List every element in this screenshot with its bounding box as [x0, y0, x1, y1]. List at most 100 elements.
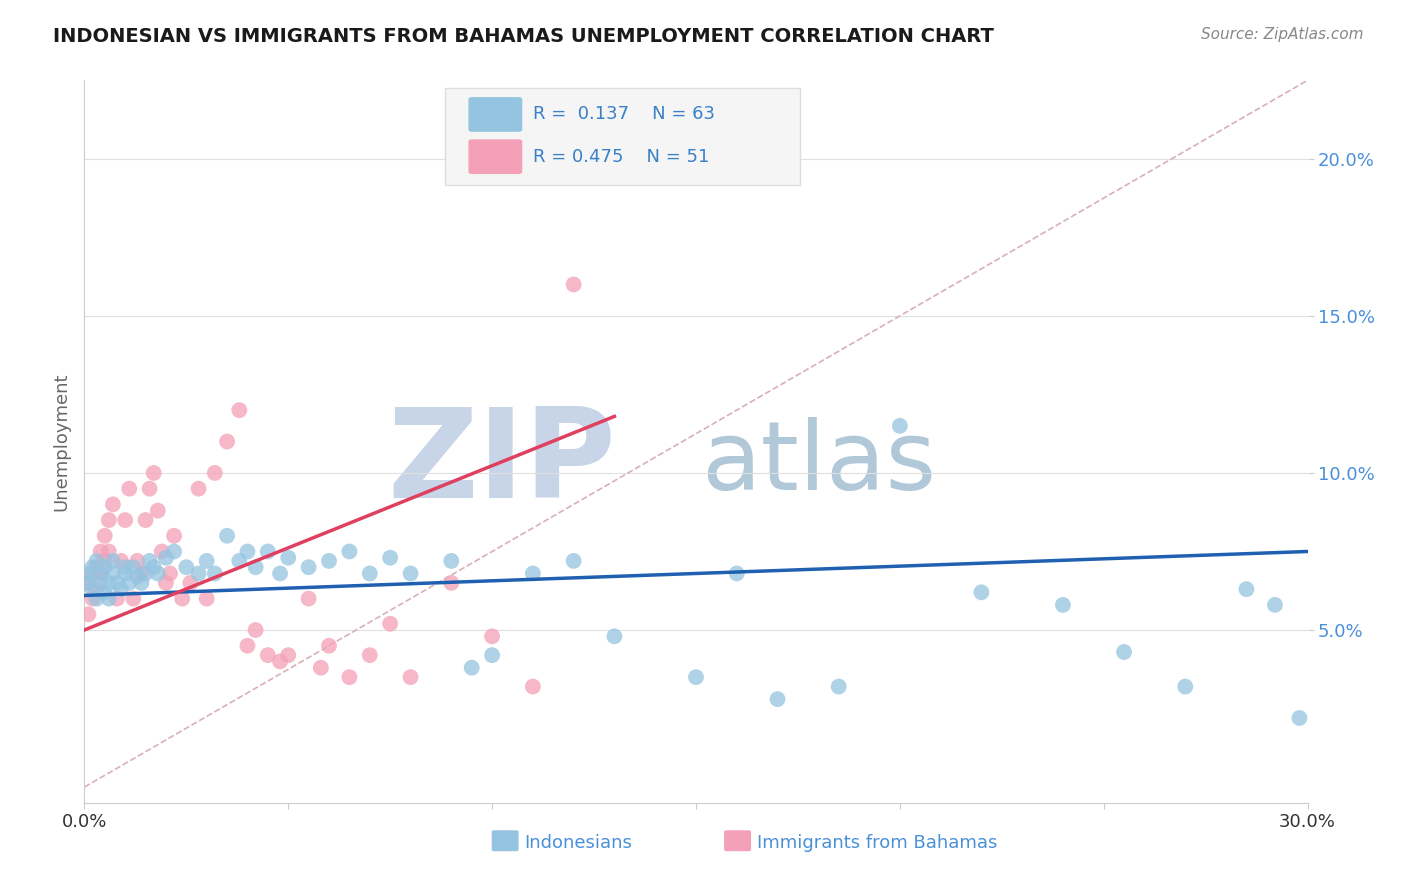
Point [562, 554, 585, 568]
Point [131, 566, 153, 581]
Point [114, 513, 136, 527]
Point [135, 513, 157, 527]
Text: Immigrants from Bahamas: Immigrants from Bahamas [758, 833, 997, 852]
Point [77, 566, 100, 581]
Point [204, 566, 226, 581]
Point [142, 560, 165, 574]
Point [122, 560, 145, 574]
Point [138, 482, 160, 496]
Point [339, 544, 361, 558]
Point [131, 575, 153, 590]
Point [86, 582, 108, 597]
Text: Source: ZipAtlas.com: Source: ZipAtlas.com [1201, 27, 1364, 42]
Point [77, 575, 100, 590]
Point [163, 529, 186, 543]
Point [236, 639, 259, 653]
Point [380, 550, 402, 565]
Point [97, 591, 120, 606]
Point [359, 566, 381, 581]
Point [970, 585, 993, 599]
Point [204, 466, 226, 480]
Point [257, 544, 280, 558]
Point [725, 566, 748, 581]
Point [77, 575, 100, 590]
Point [889, 418, 911, 433]
Point [685, 670, 707, 684]
Point [522, 680, 544, 694]
Point [82, 566, 104, 581]
Point [187, 482, 209, 496]
Point [298, 560, 321, 574]
Text: R =  0.137    N = 63: R = 0.137 N = 63 [533, 105, 716, 123]
Point [461, 661, 484, 675]
Point [172, 591, 194, 606]
Point [269, 655, 291, 669]
Point [90, 575, 112, 590]
Y-axis label: Unemployment: Unemployment [52, 372, 70, 511]
Point [217, 529, 239, 543]
Point [82, 560, 104, 574]
FancyBboxPatch shape [468, 139, 522, 174]
Point [1264, 598, 1286, 612]
Point [380, 616, 402, 631]
Point [603, 629, 626, 643]
Point [269, 566, 291, 581]
Point [93, 560, 115, 574]
Point [97, 513, 120, 527]
Point [1288, 711, 1310, 725]
Point [236, 544, 259, 558]
Point [309, 661, 332, 675]
Point [277, 550, 299, 565]
Point [298, 591, 321, 606]
Point [245, 560, 267, 574]
Point [101, 554, 124, 568]
Point [127, 569, 149, 583]
Point [228, 403, 250, 417]
Point [127, 554, 149, 568]
Text: ZIP: ZIP [388, 402, 616, 524]
Point [174, 560, 197, 574]
Text: R = 0.475    N = 51: R = 0.475 N = 51 [533, 148, 710, 166]
Point [277, 648, 299, 662]
Point [399, 670, 422, 684]
Point [122, 591, 145, 606]
Point [155, 575, 177, 590]
Point [138, 554, 160, 568]
Point [97, 575, 120, 590]
Point [82, 582, 104, 597]
Point [110, 554, 132, 568]
Point [101, 497, 124, 511]
Point [101, 566, 124, 581]
Point [105, 575, 128, 590]
Point [90, 566, 112, 581]
Point [187, 566, 209, 581]
Point [90, 566, 112, 581]
Point [339, 670, 361, 684]
Point [150, 544, 173, 558]
Point [97, 544, 120, 558]
Point [522, 566, 544, 581]
Point [828, 680, 851, 694]
Point [228, 554, 250, 568]
Point [155, 550, 177, 565]
Point [77, 607, 100, 622]
Point [86, 591, 108, 606]
Point [481, 648, 503, 662]
Point [114, 560, 136, 574]
Point [90, 544, 112, 558]
Point [766, 692, 789, 706]
FancyBboxPatch shape [468, 97, 522, 132]
Point [179, 575, 201, 590]
Point [93, 585, 115, 599]
Point [195, 591, 218, 606]
Point [1114, 645, 1136, 659]
Text: INDONESIAN VS IMMIGRANTS FROM BAHAMAS UNEMPLOYMENT CORRELATION CHART: INDONESIAN VS IMMIGRANTS FROM BAHAMAS UN… [53, 27, 994, 45]
Point [105, 591, 128, 606]
Point [110, 582, 132, 597]
Point [318, 554, 340, 568]
Point [142, 466, 165, 480]
Point [481, 629, 503, 643]
Point [146, 566, 169, 581]
Point [217, 434, 239, 449]
Point [146, 503, 169, 517]
